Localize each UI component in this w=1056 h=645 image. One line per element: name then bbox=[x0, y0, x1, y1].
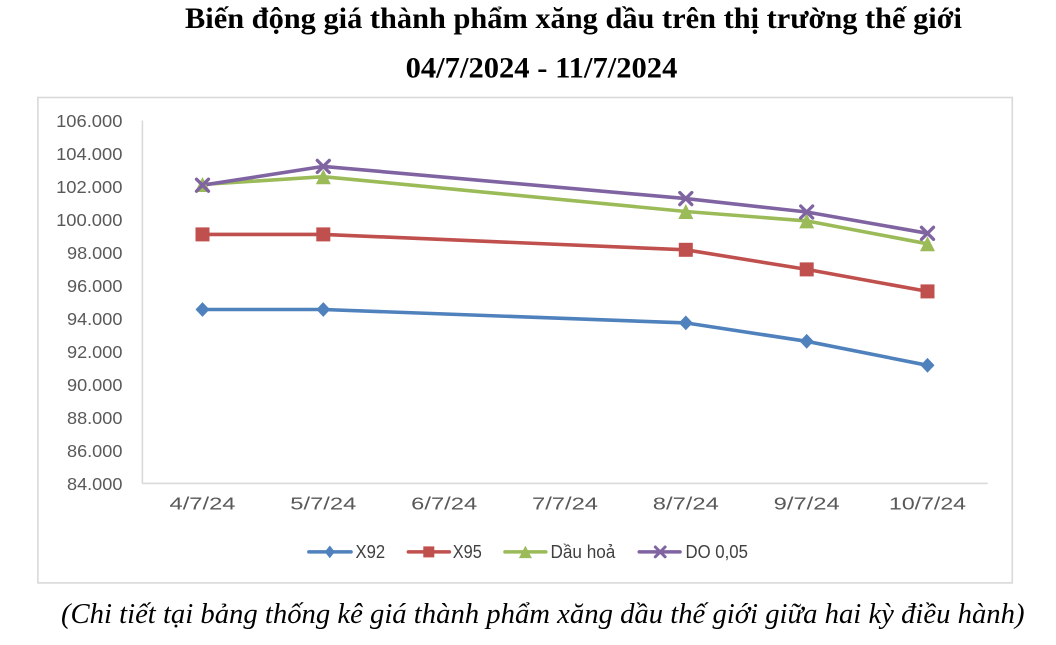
svg-text:92.000: 92.000 bbox=[67, 342, 123, 362]
svg-text:8/7/24: 8/7/24 bbox=[653, 494, 719, 514]
svg-text:9/7/24: 9/7/24 bbox=[774, 494, 840, 514]
svg-text:88.000: 88.000 bbox=[67, 408, 123, 428]
svg-text:5/7/24: 5/7/24 bbox=[290, 494, 356, 514]
svg-text:X95: X95 bbox=[453, 542, 482, 562]
svg-text:106.000: 106.000 bbox=[56, 111, 122, 131]
svg-text:6/7/24: 6/7/24 bbox=[411, 494, 477, 514]
svg-text:(Chi tiết tại bảng thống kê gi: (Chi tiết tại bảng thống kê giá thành ph… bbox=[61, 599, 1025, 630]
svg-text:102.000: 102.000 bbox=[56, 177, 122, 197]
svg-text:84.000: 84.000 bbox=[67, 474, 123, 494]
svg-text:4/7/24: 4/7/24 bbox=[170, 494, 236, 514]
svg-text:DO 0,05: DO 0,05 bbox=[686, 542, 748, 562]
svg-text:Dầu hoả: Dầu hoả bbox=[551, 542, 617, 562]
svg-text:Biến động giá thành phẩm xăng: Biến động giá thành phẩm xăng dầu trên t… bbox=[185, 2, 962, 35]
svg-text:86.000: 86.000 bbox=[67, 441, 123, 461]
svg-text:100.000: 100.000 bbox=[56, 210, 122, 230]
svg-text:96.000: 96.000 bbox=[67, 276, 123, 296]
svg-text:90.000: 90.000 bbox=[67, 375, 123, 395]
svg-text:10/7/24: 10/7/24 bbox=[889, 494, 966, 514]
svg-text:98.000: 98.000 bbox=[67, 243, 123, 263]
svg-text:104.000: 104.000 bbox=[56, 144, 122, 164]
svg-text:7/7/24: 7/7/24 bbox=[532, 494, 598, 514]
svg-text:04/7/2024 - 11/7/2024: 04/7/2024 - 11/7/2024 bbox=[406, 52, 678, 85]
svg-text:X92: X92 bbox=[356, 542, 386, 562]
svg-text:94.000: 94.000 bbox=[67, 309, 123, 329]
